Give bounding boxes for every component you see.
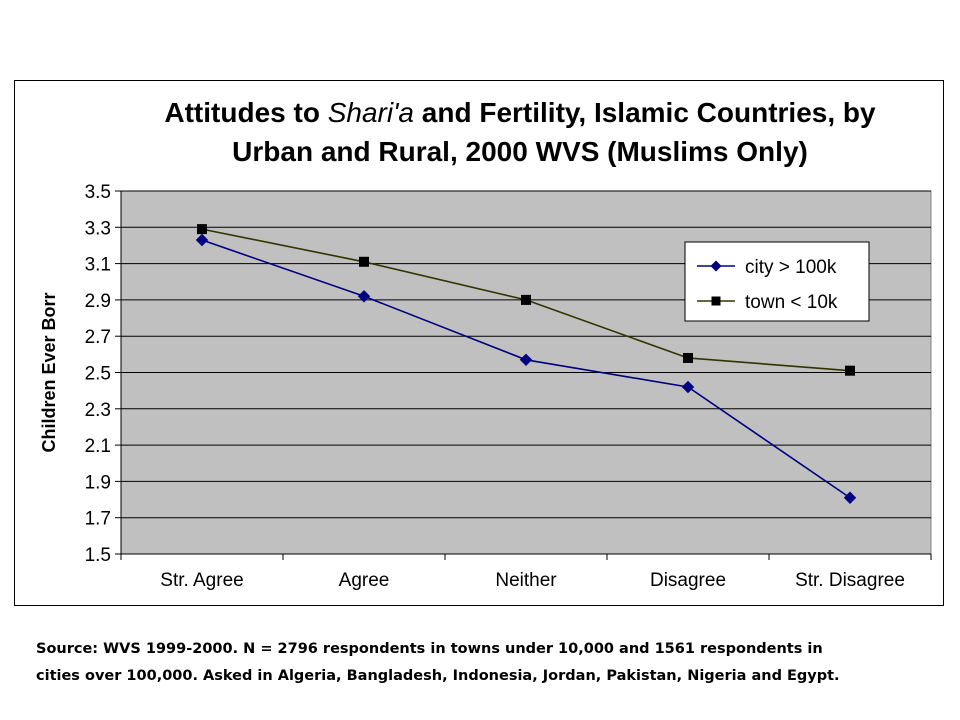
x-tick-label: Neither [495,570,557,591]
data-point-square [197,224,207,235]
y-tick-label: 3.3 [85,218,111,239]
y-tick-label: 2.1 [85,436,111,457]
x-tick-label: Disagree [650,570,726,591]
data-point-diamond [519,353,533,367]
source-caption: Source: WVS 1999-2000. N = 2796 responde… [36,636,916,690]
line-chart: Attitudes to Shari'a and Fertility, Isla… [39,97,932,591]
data-point-square [683,352,693,363]
data-point-square [521,294,531,305]
y-tick-label: 1.5 [85,545,111,566]
x-tick-label: Str. Disagree [795,570,905,591]
caption-line-2: cities over 100,000. Asked in Algeria, B… [36,668,840,684]
chart-frame: Attitudes to Shari'a and Fertility, Isla… [14,80,944,606]
y-tick-label: 1.9 [85,472,111,493]
y-tick-label: 3.1 [85,255,111,276]
legend-box [684,241,870,322]
caption-line-1: Source: WVS 1999-2000. N = 2796 responde… [36,641,823,657]
data-point-diamond [195,233,209,247]
chart-title-line2: Urban and Rural, 2000 WVS (Muslims Only) [232,136,808,167]
legend-label: town < 10k [745,292,838,313]
legend-marker-square [711,296,721,306]
chart-title-line1: Attitudes to Shari'a and Fertility, Isla… [164,97,876,128]
data-point-diamond [843,491,857,504]
data-point-square [845,365,855,376]
y-tick-label: 1.7 [85,509,111,530]
data-point-diamond [681,380,695,394]
y-tick-label: 2.3 [85,400,111,421]
data-point-diamond [357,290,371,303]
data-point-square [359,256,369,267]
y-tick-label: 2.5 [85,364,111,385]
y-tick-label: 2.9 [85,291,111,312]
y-tick-label: 3.5 [85,182,111,203]
x-tick-label: Str. Agree [160,570,243,591]
x-tick-label: Agree [339,570,390,591]
y-tick-label: 2.7 [85,327,111,348]
legend-marker-diamond [710,260,722,272]
legend-label: city > 100k [745,257,837,278]
y-axis-title: Children Ever Borr [39,292,59,452]
